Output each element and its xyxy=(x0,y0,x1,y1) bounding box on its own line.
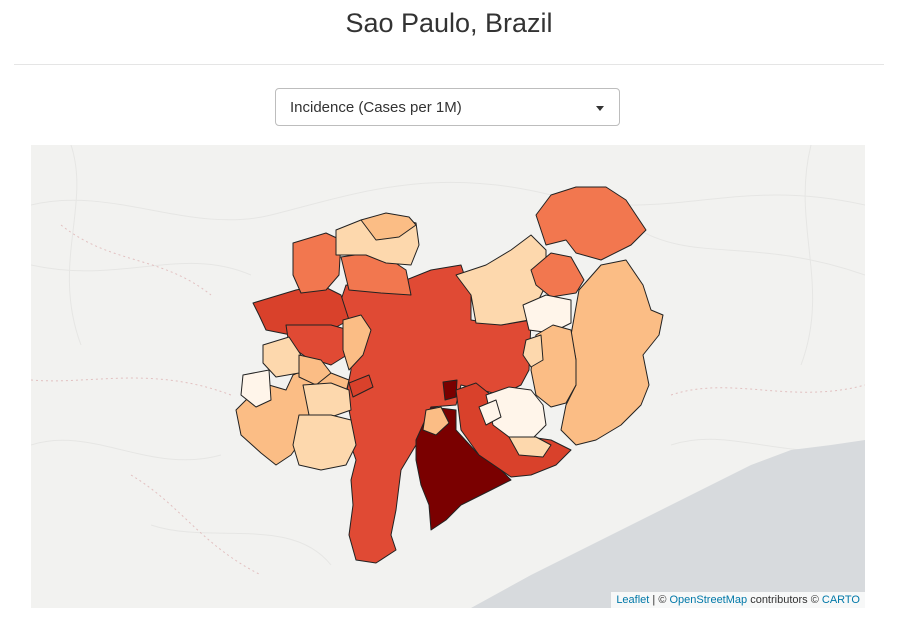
coast-islands xyxy=(641,558,676,577)
leaflet-link[interactable]: Leaflet xyxy=(616,594,650,606)
attribution-mid: contributors © xyxy=(747,594,822,606)
region-west-red-small[interactable] xyxy=(348,374,374,398)
divider xyxy=(14,64,884,65)
region-west-mid-2[interactable] xyxy=(302,382,352,418)
region-northeast-pale-2[interactable] xyxy=(522,294,572,334)
chevron-down-icon xyxy=(596,106,604,111)
region-northwest-orange[interactable] xyxy=(292,232,342,294)
metric-select-value: Incidence (Cases per 1M) xyxy=(290,99,462,116)
region-northeast-orange[interactable] xyxy=(535,186,647,261)
municipalities xyxy=(235,186,664,564)
region-west-orange-small[interactable] xyxy=(342,314,372,371)
region-northeast-orange-2[interactable] xyxy=(530,252,585,298)
region-east-pale-a[interactable] xyxy=(522,334,544,368)
ocean xyxy=(471,440,865,608)
region-small-orange[interactable] xyxy=(422,406,450,436)
region-north-light-2[interactable] xyxy=(360,212,417,241)
basemap-borders xyxy=(31,224,865,576)
region-se-pale-1[interactable] xyxy=(485,386,547,441)
region-dark-south[interactable] xyxy=(415,406,512,531)
region-se-pale-2[interactable] xyxy=(508,436,552,458)
map-container[interactable]: Leaflet | © OpenStreetMap contributors ©… xyxy=(31,145,865,608)
region-west-pale-1[interactable] xyxy=(240,369,272,408)
map-attribution: Leaflet | © OpenStreetMap contributors ©… xyxy=(611,592,865,608)
region-west-mid-1[interactable] xyxy=(298,354,332,386)
region-west-light-3[interactable] xyxy=(292,414,357,471)
basemap-features xyxy=(31,145,865,566)
carto-link[interactable]: CARTO xyxy=(821,594,860,606)
page-title: Sao Paulo, Brazil xyxy=(345,8,553,38)
region-dark-small[interactable] xyxy=(442,379,458,401)
metric-select[interactable]: Incidence (Cases per 1M) xyxy=(275,88,620,126)
osm-link[interactable]: OpenStreetMap xyxy=(669,594,748,606)
region-se-pale-3[interactable] xyxy=(478,399,502,426)
attribution-sep: | © xyxy=(649,594,670,606)
region-northeast-pale[interactable] xyxy=(455,234,547,326)
map-svg[interactable] xyxy=(31,145,865,608)
